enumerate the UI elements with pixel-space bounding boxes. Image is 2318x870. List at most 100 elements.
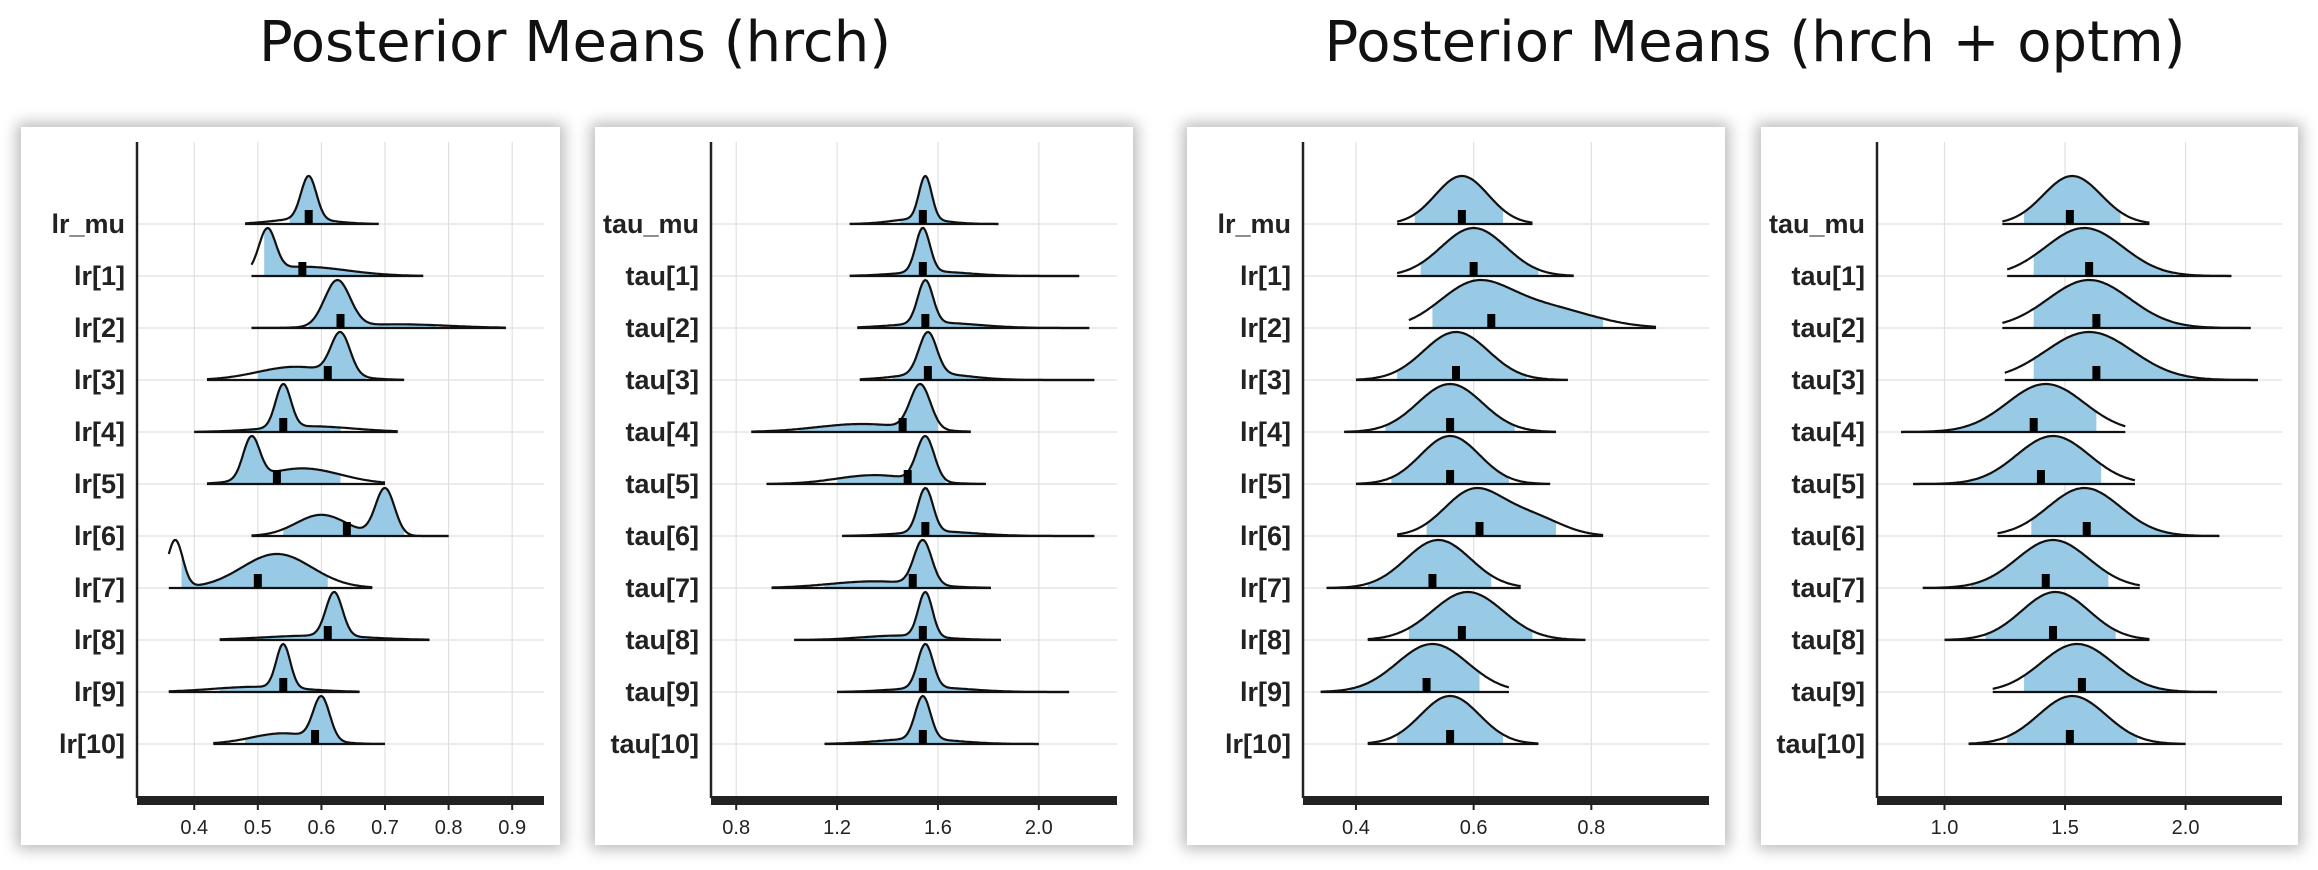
median-mark-lr-1 bbox=[298, 262, 307, 276]
y-label-tau-5: tau[5] bbox=[626, 469, 700, 499]
y-label-lr-7: lr[7] bbox=[74, 573, 125, 603]
y-label-tau-10: tau[10] bbox=[1776, 729, 1865, 759]
ridge-outline-lr-6 bbox=[1396, 486, 1604, 537]
median-mark-lr-mu bbox=[304, 210, 313, 224]
ridge-outline-tau-1 bbox=[849, 226, 1080, 278]
y-label-lr-5: lr[5] bbox=[1240, 469, 1291, 499]
x-tick-label: 2.0 bbox=[2172, 817, 2200, 839]
x-tick-label: 0.8 bbox=[435, 817, 463, 839]
group-title-hrch-optm: Posterior Means (hrch + optm) bbox=[1324, 10, 2186, 75]
ridge-fill-tau-10 bbox=[874, 696, 969, 744]
median-mark-tau-6 bbox=[921, 522, 930, 536]
ridge-fill-lr-8 bbox=[257, 592, 373, 640]
ridge-outline-lr-4 bbox=[1344, 382, 1557, 433]
chart-panel-tau-hrch: tau_mu tau[1] tau[2] tau[3] tau[4] tau[5] tau[… bbox=[595, 127, 1133, 845]
ridge-fill-tau-1 bbox=[2033, 228, 2174, 276]
ridge-fill-lr-9 bbox=[219, 644, 322, 692]
x-axis-bar bbox=[1877, 796, 2282, 805]
y-label-tau-8: tau[8] bbox=[626, 625, 700, 655]
ridge-outline-lr-8 bbox=[219, 590, 430, 641]
median-mark-lr-8 bbox=[1457, 626, 1466, 640]
y-label-tau-9: tau[9] bbox=[1792, 677, 1866, 707]
ridge-fill-lr-mu bbox=[289, 176, 335, 224]
ridge-fill-lr-4 bbox=[238, 383, 341, 432]
ridge-fill-lr-2 bbox=[308, 280, 436, 328]
ridge-outline-tau-8 bbox=[1944, 590, 2150, 641]
y-label-tau-3: tau[3] bbox=[626, 365, 700, 395]
median-mark-lr-6 bbox=[342, 522, 351, 536]
ridge-fill-lr-8 bbox=[1408, 592, 1533, 640]
y-label-tau-1: tau[1] bbox=[626, 261, 700, 291]
chart-panel-tau-hrch-optm: tau_mu tau[1] tau[2] tau[3] tau[4] tau[5] tau[… bbox=[1761, 127, 2298, 845]
y-label-lr-5: lr[5] bbox=[74, 469, 125, 499]
ridge-outline-tau-7 bbox=[771, 538, 991, 589]
y-label-lr-10: lr[10] bbox=[1225, 729, 1291, 759]
y-label-tau-4: tau[4] bbox=[626, 417, 700, 447]
ridge-fill-tau-3 bbox=[2033, 332, 2191, 380]
median-mark-lr-9 bbox=[1422, 678, 1431, 692]
ridge-outline-tau-10 bbox=[1968, 694, 2186, 745]
ridge-fill-lr-3 bbox=[257, 331, 366, 380]
ridge-fill-tau-8 bbox=[1985, 592, 2116, 640]
median-mark-tau-1 bbox=[2085, 262, 2094, 276]
y-label-lr-1: lr[1] bbox=[74, 261, 125, 291]
median-mark-tau-10 bbox=[2065, 730, 2074, 744]
ridge-fill-tau-2 bbox=[2033, 280, 2188, 328]
median-mark-tau-4 bbox=[898, 418, 907, 432]
chart-panel-lr-hrch-optm: lr_mu lr[1] lr[2] lr[3] lr[4] lr[5] lr[6] lr[7]… bbox=[1187, 127, 1725, 845]
y-label-tau-5: tau[5] bbox=[1792, 469, 1866, 499]
y-label-lr-4: lr[4] bbox=[74, 417, 125, 447]
median-mark-tau-8 bbox=[2048, 626, 2057, 640]
x-axis-bar bbox=[1303, 796, 1709, 805]
median-mark-tau-5 bbox=[903, 470, 912, 484]
median-mark-tau-8 bbox=[918, 626, 927, 640]
y-label-tau-mu: tau_mu bbox=[603, 209, 699, 239]
ridge-fill-tau-9 bbox=[2024, 644, 2164, 692]
ridge-outline-lr-7 bbox=[1326, 538, 1521, 589]
y-label-lr-4: lr[4] bbox=[1240, 417, 1291, 447]
x-tick-label: 2.0 bbox=[1025, 817, 1053, 839]
y-label-tau-7: tau[7] bbox=[1792, 573, 1866, 603]
x-tick-label: 1.2 bbox=[823, 817, 851, 839]
ridge-fill-lr-1 bbox=[1420, 228, 1539, 276]
y-label-lr-6: lr[6] bbox=[1240, 521, 1291, 551]
y-label-tau-2: tau[2] bbox=[1792, 313, 1866, 343]
median-mark-tau-mu bbox=[2065, 210, 2074, 224]
x-tick-label: 0.8 bbox=[722, 817, 750, 839]
median-mark-lr-10 bbox=[311, 730, 320, 744]
median-mark-tau-7 bbox=[908, 574, 917, 588]
median-mark-tau-4 bbox=[2029, 418, 2038, 432]
ridge-fill-lr-4 bbox=[1385, 384, 1515, 432]
median-mark-lr-1 bbox=[1469, 262, 1478, 276]
y-label-tau-1: tau[1] bbox=[1792, 261, 1866, 291]
ridge-outline-lr-3 bbox=[1355, 330, 1568, 381]
ridge-outline-tau-7 bbox=[1922, 538, 2141, 589]
ridge-chart-tau-hrch-optm: tau_mu tau[1] tau[2] tau[3] tau[4] tau[5] tau[… bbox=[1769, 142, 2282, 839]
median-mark-tau-10 bbox=[918, 730, 927, 744]
y-label-tau-6: tau[6] bbox=[1792, 521, 1866, 551]
ridge-outline-lr-7 bbox=[167, 538, 373, 589]
ridge-outline-tau-mu bbox=[2002, 174, 2150, 224]
y-label-lr-10: lr[10] bbox=[59, 729, 125, 759]
ridge-outline-lr-10 bbox=[1367, 694, 1539, 745]
median-mark-tau-6 bbox=[2082, 522, 2091, 536]
ridge-outline-lr-mu bbox=[1396, 174, 1533, 224]
median-mark-lr-2 bbox=[1487, 314, 1496, 328]
ridge-fill-tau-mu bbox=[2024, 176, 2121, 224]
median-mark-lr-3 bbox=[1451, 366, 1460, 380]
ridge-chart-lr-hrch-optm: lr_mu lr[1] lr[2] lr[3] lr[4] lr[5] lr[6] lr[7]… bbox=[1217, 142, 1709, 839]
ridge-outline-tau-5 bbox=[766, 434, 986, 485]
chart-panel-lr-hrch: lr_mu lr[1] lr[2] lr[3] lr[4] lr[5] lr[6] lr[7]… bbox=[21, 127, 560, 845]
median-mark-tau-2 bbox=[2092, 314, 2101, 328]
median-mark-lr-9 bbox=[279, 678, 288, 692]
y-label-lr-3: lr[3] bbox=[74, 365, 125, 395]
ridge-outline-lr-5 bbox=[207, 434, 386, 485]
median-mark-tau-mu bbox=[918, 210, 927, 224]
ridge-fill-lr-7 bbox=[181, 553, 328, 588]
x-tick-label: 0.6 bbox=[1460, 817, 1488, 839]
y-label-tau-6: tau[6] bbox=[626, 521, 700, 551]
y-label-tau-3: tau[3] bbox=[1792, 365, 1866, 395]
x-tick-label: 0.8 bbox=[1577, 817, 1605, 839]
ridge-outline-lr-4 bbox=[194, 382, 398, 433]
ridge-outline-tau-6 bbox=[1997, 486, 2220, 538]
